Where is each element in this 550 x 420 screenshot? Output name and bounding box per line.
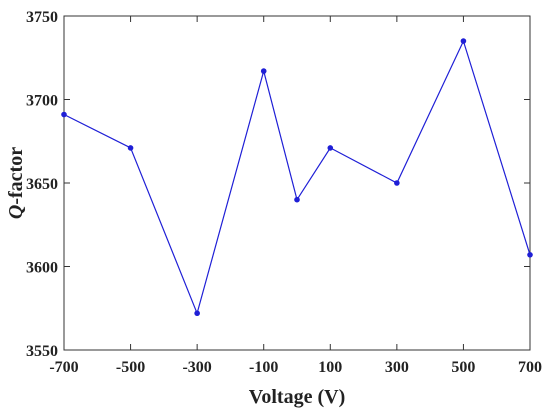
x-tick-label: -300 (182, 359, 211, 376)
data-point (327, 145, 334, 151)
x-tick-label: -100 (249, 359, 278, 376)
data-point (460, 38, 467, 44)
plot-frame (63, 15, 531, 351)
x-tick-label: -500 (116, 359, 145, 376)
x-tick-label: 700 (518, 359, 542, 376)
y-tick-label: 3550 (26, 343, 58, 360)
data-point (527, 252, 533, 258)
x-axis-title: Voltage (V) (249, 386, 345, 408)
series (61, 38, 533, 317)
y-axis-title: Q-factor (5, 147, 27, 219)
y-tick-label: 3750 (26, 9, 58, 26)
data-point (394, 180, 400, 186)
series-line (63, 39, 531, 316)
y-tick-label: 3700 (26, 93, 58, 110)
y-tick-label: 3600 (26, 260, 58, 277)
axes (63, 15, 531, 351)
data-point (194, 310, 200, 317)
x-tick-label: 300 (385, 359, 409, 376)
x-tick-label: 100 (318, 359, 342, 376)
axis-titles: Voltage (V) Q-factor (5, 147, 345, 408)
ticks: -700 -500 -300 -100 100 300 500 700 3550 3600 3650… (26, 9, 542, 376)
data-point (127, 145, 134, 151)
x-tick-label: -700 (49, 359, 78, 376)
data-point (61, 111, 67, 118)
y-axis-title-italic: Q (5, 205, 27, 219)
data-point (260, 68, 267, 74)
y-tick-label: 3650 (26, 176, 58, 193)
x-tick-label: 500 (451, 359, 475, 376)
data-point (294, 196, 300, 203)
y-axis-title-rest: -factor (5, 147, 27, 205)
